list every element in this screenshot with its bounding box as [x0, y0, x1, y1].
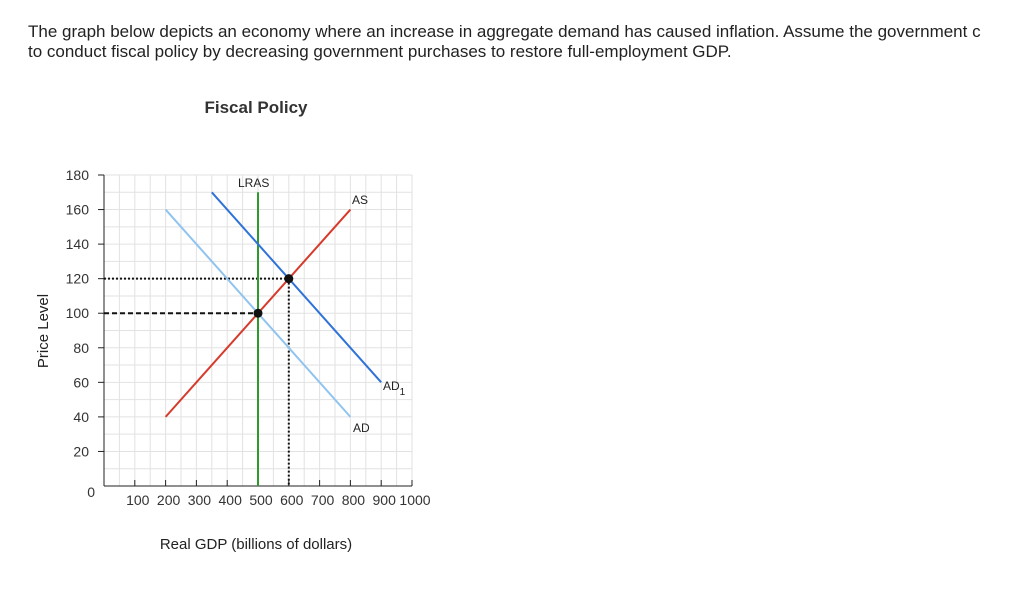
- x-tick-label: 200: [157, 492, 181, 508]
- y-axis-title: Price Level: [35, 294, 52, 368]
- x-tick-label: 300: [188, 492, 212, 508]
- x-tick-label: 800: [342, 492, 366, 508]
- x-tick-label: 600: [280, 492, 304, 508]
- equilibrium-points: [253, 274, 294, 318]
- x-tick-label: 900: [373, 492, 397, 508]
- y-tick-label: 60: [73, 374, 89, 390]
- question-text: The graph below depicts an economy where…: [28, 22, 1024, 62]
- y-tick-label: 0: [87, 484, 95, 500]
- y-tick-label: 80: [73, 340, 89, 356]
- y-tick-label: 160: [66, 202, 90, 218]
- question-line-1: The graph below depicts an economy where…: [28, 22, 981, 41]
- y-tick-label: 100: [66, 305, 90, 321]
- ad1-line: [211, 191, 382, 383]
- y-tick-label: 180: [66, 167, 90, 183]
- question-line-2: to conduct fiscal policy by decreasing g…: [28, 42, 732, 61]
- tick-labels: 0 20 40 60 80 100 120 140 160 180 100 200 300 400 500 6…: [66, 167, 431, 508]
- y-tick-label: 20: [73, 443, 89, 459]
- x-tick-label: 100: [126, 492, 150, 508]
- x-axis-title: Real GDP (billions of dollars): [160, 536, 352, 553]
- as-label: AS: [352, 193, 368, 207]
- x-tick-label: 400: [219, 492, 243, 508]
- x-tick-label: 700: [311, 492, 335, 508]
- y-tick-label: 120: [66, 271, 90, 287]
- lras-label: LRAS: [238, 176, 269, 190]
- x-tick-label: 1000: [399, 492, 430, 508]
- y-tick-label: 140: [66, 236, 90, 252]
- ad-label: AD: [353, 421, 370, 435]
- y-tick-label: 40: [73, 409, 89, 425]
- ad1-label-subscript: 1: [400, 387, 406, 398]
- x-tick-label: 500: [249, 492, 273, 508]
- equilibrium-point: [284, 274, 294, 284]
- equilibrium-point: [253, 308, 263, 318]
- chart-title: Fiscal Policy: [205, 98, 309, 117]
